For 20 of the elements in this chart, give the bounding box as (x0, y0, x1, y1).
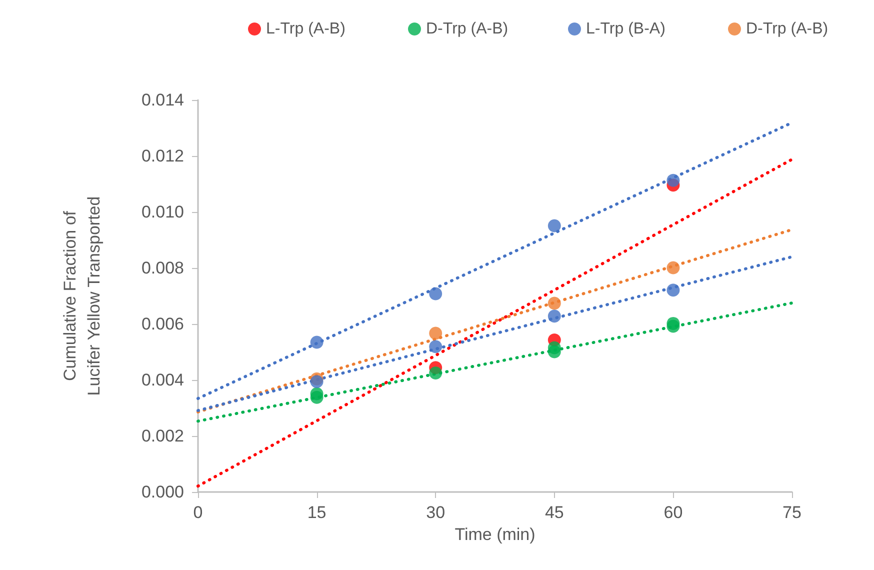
y-tick-label: 0.014 (141, 90, 184, 110)
legend-label: D-Trp (A-B) (746, 20, 828, 38)
x-tick-label: 75 (782, 503, 802, 522)
legend-label: L-Trp (A-B) (266, 20, 346, 38)
y-tick-label: 0.008 (141, 258, 184, 278)
y-tick-label: 0.000 (141, 482, 184, 502)
y-tick-label: 0.004 (141, 370, 184, 390)
y-tick-label: 0.002 (141, 426, 184, 446)
y-axis-title: Cumulative Fraction of Lucifer Yellow Transported (60, 196, 104, 396)
x-tick-label: 30 (426, 503, 446, 522)
x-axis-title: Time (min) (454, 524, 536, 544)
x-tick-label: 15 (307, 503, 326, 522)
y-tick-label: 0.012 (141, 146, 184, 166)
x-tick-label: 60 (664, 503, 683, 522)
legend-label: D-Trp (A-B) (426, 20, 508, 38)
y-tick-label: 0.010 (141, 202, 184, 222)
y-tick-label: 0.006 (141, 314, 184, 334)
x-tick-label: 0 (193, 503, 203, 522)
legend-label: L-Trp (B-A) (586, 20, 666, 38)
x-tick-label: 45 (544, 503, 564, 522)
